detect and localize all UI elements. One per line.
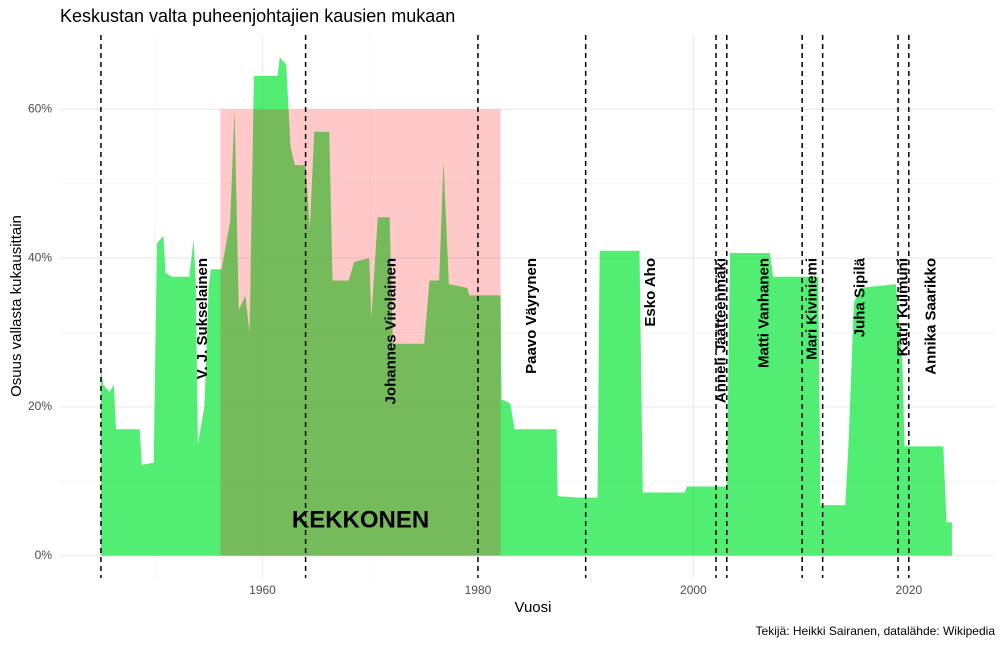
y-tick-label: 40% xyxy=(28,250,52,264)
chair-label: Paavo Väyrynen xyxy=(523,258,540,374)
highlight-label: KEKKONEN xyxy=(292,506,429,533)
chair-label: Katri Kulmuni xyxy=(894,258,911,356)
highlight-period xyxy=(220,109,501,556)
chart-title: Keskustan valta puheenjohtajien kausien … xyxy=(60,6,455,26)
x-tick-label: 1980 xyxy=(465,583,492,597)
chair-label: Mari Kiviniemi xyxy=(803,258,820,360)
chair-label: Esko Aho xyxy=(642,258,659,327)
chair-label: Matti Vanhanen xyxy=(755,258,772,368)
caption: Tekijä: Heikki Sairanen, datalähde: Wiki… xyxy=(756,624,996,638)
y-tick-label: 60% xyxy=(28,102,52,116)
y-tick-label: 0% xyxy=(35,548,53,562)
x-tick-label: 2020 xyxy=(895,583,922,597)
chair-label: Juha Sipilä xyxy=(851,257,868,337)
area xyxy=(100,57,952,556)
x-tick-label: 2000 xyxy=(680,583,707,597)
chair-label: Annika Saarikko xyxy=(922,258,939,375)
chair-label: Anneli Jäätteenmäki xyxy=(712,258,729,403)
x-axis-label: Vuosi xyxy=(515,599,552,616)
y-tick-label: 20% xyxy=(28,399,52,413)
chair-label: V. J. Sukselainen xyxy=(194,258,211,379)
x-tick-label: 1960 xyxy=(249,583,276,597)
chair-label: Johannes Virolainen xyxy=(383,258,400,404)
y-axis-label: Osuus vallasta kukausittain xyxy=(8,215,25,397)
